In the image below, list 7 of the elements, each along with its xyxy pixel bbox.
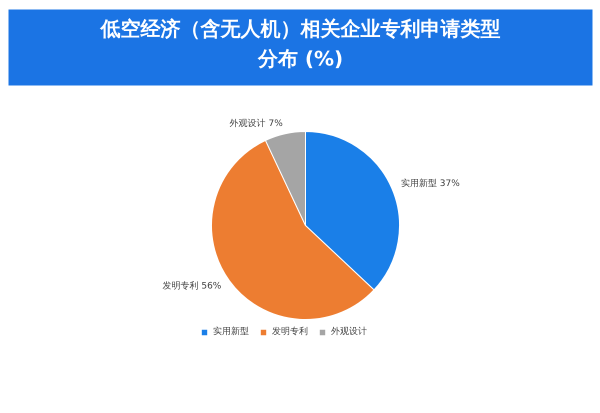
legend-label: 外观设计 xyxy=(331,326,367,338)
data-label: 实用新型 37% xyxy=(400,178,460,190)
legend-label: 发明专利 xyxy=(272,326,308,338)
chart-title: 低空经济（含无人机）相关企业专利申请类型分布 (%) xyxy=(100,16,500,70)
data-label: 发明专利 56% xyxy=(162,280,222,292)
data-label: 外观设计 7% xyxy=(230,118,284,130)
legend-label: 实用新型 xyxy=(213,326,249,338)
